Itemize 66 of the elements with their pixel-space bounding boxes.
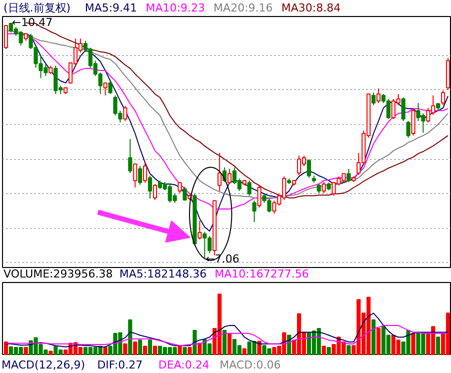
candlestick: [143, 162, 148, 184]
bar: [242, 348, 246, 355]
bar: [103, 347, 108, 355]
text: MACD:0.06: [220, 358, 281, 372]
bar: [227, 334, 232, 355]
bar: [24, 347, 28, 355]
bar: [257, 340, 262, 355]
text: DEA:0.24: [158, 358, 210, 372]
candlestick: [108, 80, 112, 95]
bar: [322, 346, 326, 355]
bar: [188, 347, 192, 355]
candlestick: [133, 163, 138, 188]
annotation: ←7.06: [206, 252, 240, 266]
annotation: ←10.47: [12, 16, 53, 30]
candlestick: [148, 175, 152, 200]
bar: [436, 336, 440, 355]
candlestick: [152, 184, 158, 200]
candlestick: [306, 158, 311, 178]
candlestick: [227, 168, 232, 185]
text: DIF:0.27: [97, 358, 143, 372]
text: MA5:182148.36: [119, 268, 207, 280]
bar: [376, 328, 381, 355]
chart-title: VOLUME:293956.38: [3, 268, 113, 280]
text: MA20:9.16: [214, 2, 273, 14]
bar: [411, 332, 416, 355]
text: MA10:167277.56: [214, 268, 309, 280]
text: MA30:8.84: [281, 2, 341, 14]
candlestick: [138, 166, 142, 186]
bar: [123, 343, 128, 355]
bar: [371, 319, 376, 355]
candlestick: [406, 120, 410, 138]
bar: [48, 350, 53, 355]
bar: [346, 345, 351, 355]
bar: [178, 346, 182, 355]
candlestick: [128, 138, 132, 174]
candlestick: [257, 184, 262, 208]
candlestick: [371, 92, 376, 106]
text: MA10:9.23: [146, 2, 205, 14]
candlestick: [103, 82, 108, 96]
bar: [182, 347, 187, 355]
text: MACD(12,26,9): [2, 358, 86, 372]
candlestick: [4, 25, 8, 50]
candlestick: [401, 97, 406, 122]
chart-title: (日线.前复权): [3, 2, 71, 14]
bar: [198, 342, 202, 355]
bar: [222, 330, 227, 355]
candlestick: [252, 200, 256, 223]
candlestick: [198, 220, 202, 240]
bar: [128, 319, 132, 355]
bar: [148, 340, 152, 355]
candlestick: [123, 105, 128, 122]
candlestick: [441, 90, 446, 106]
candlestick: [218, 152, 222, 192]
candlestick: [346, 168, 351, 182]
bar: [4, 342, 8, 355]
candlestick: [376, 88, 381, 104]
candlestick: [411, 108, 416, 136]
text: MA5:9.41: [84, 2, 138, 14]
bar: [143, 346, 148, 355]
bar: [152, 346, 158, 355]
bar: [138, 340, 142, 355]
bar: [326, 347, 331, 355]
candlestick: [182, 186, 187, 202]
candlestick: [247, 180, 252, 196]
candlestick: [322, 181, 326, 194]
bar: [133, 342, 138, 355]
